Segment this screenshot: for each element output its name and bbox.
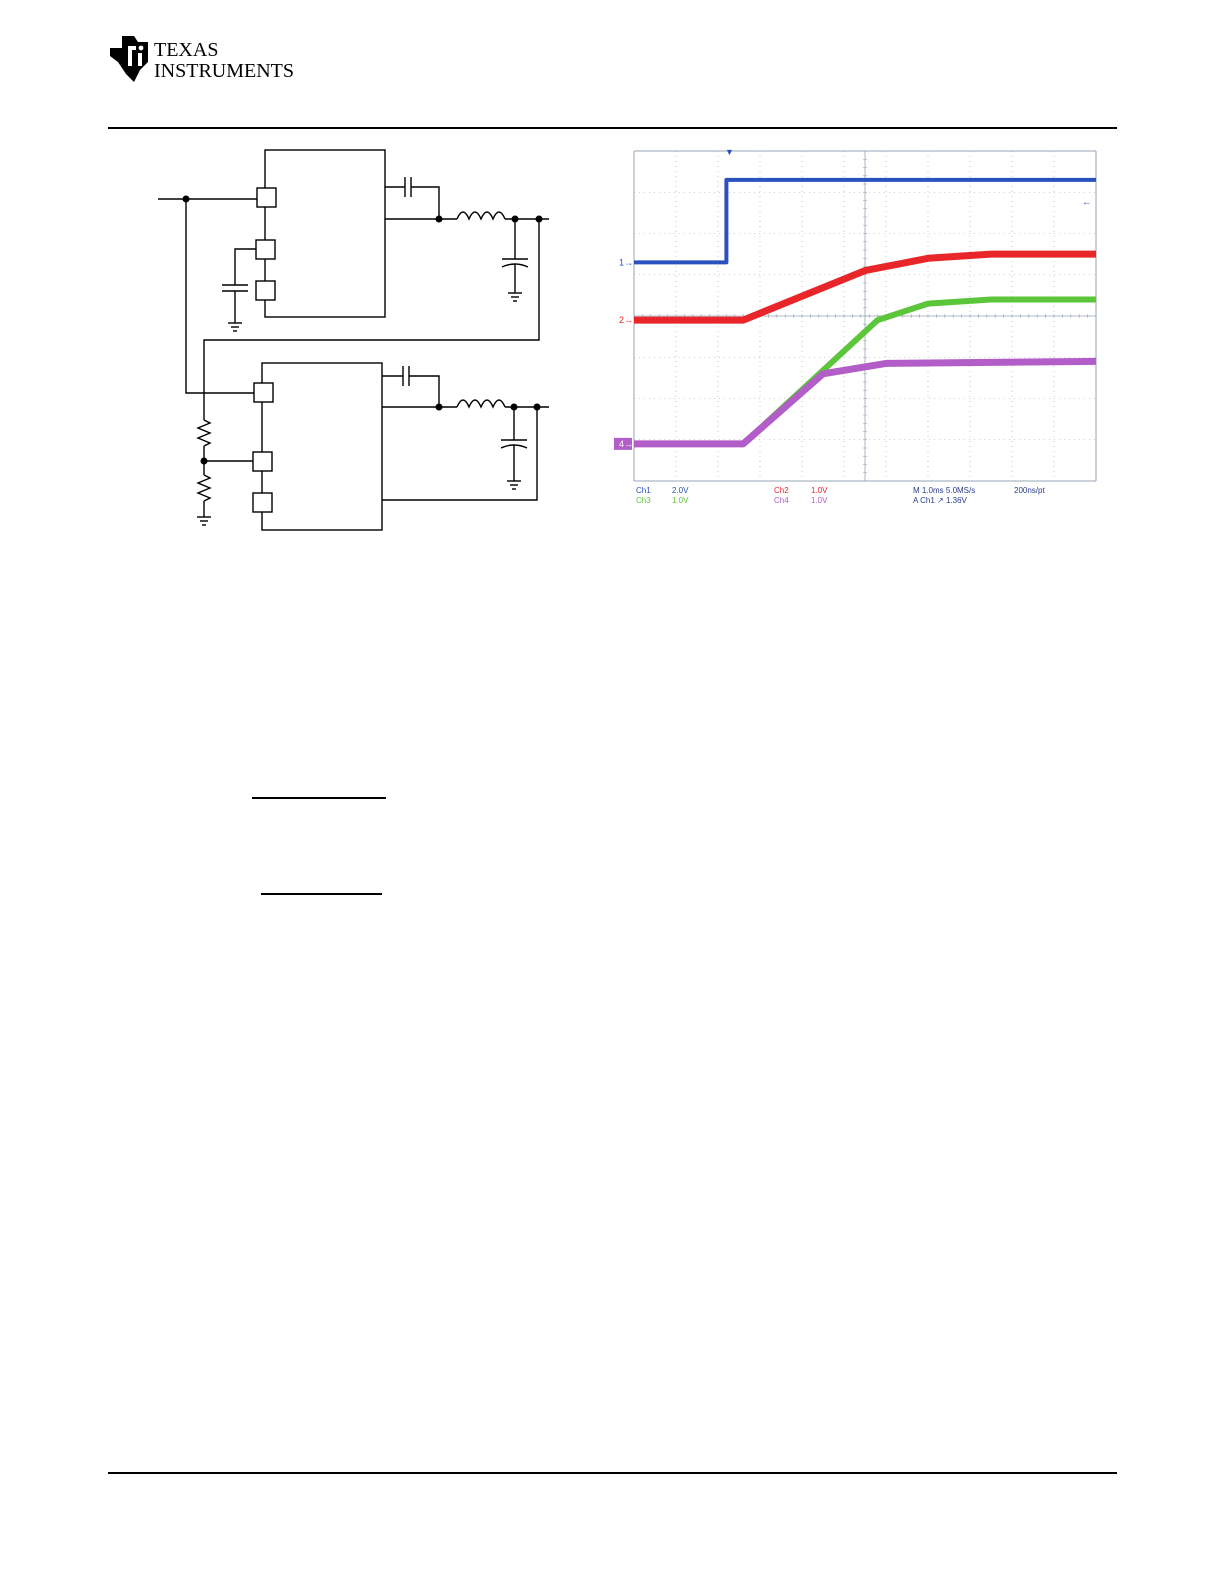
footer-rule (108, 1472, 1117, 1474)
logo-line-2: INSTRUMENTS (154, 60, 294, 82)
channel-marker-4: 4→ (614, 437, 633, 450)
pin-top-1 (256, 187, 277, 208)
readout-ch4-scale: 1.0V (811, 496, 828, 505)
ti-logo: TEXAS INSTRUMENTS (110, 36, 294, 82)
header-rule (108, 127, 1117, 129)
pin-top-3 (255, 280, 276, 301)
schematic-figure (158, 149, 549, 531)
readout-ch4-label: Ch4 (774, 496, 789, 505)
scope-grid (633, 150, 1097, 482)
readout-trigger: A Ch1 ↗ 1.36V (913, 496, 968, 505)
ic-bottom (261, 362, 383, 531)
channel-marker-1: 1→ (619, 257, 633, 267)
scope-readouts: Ch1 2.0V Ch3 1.0V Ch2 1.0V Ch4 1.0V M 1.… (636, 486, 1045, 505)
ti-logo-icon (110, 36, 148, 82)
scope-traces (634, 177, 1097, 448)
ic-top (264, 149, 386, 318)
fraction-bar-1 (252, 797, 386, 799)
svg-text:4→: 4→ (619, 439, 633, 449)
channel-marker-2: 2→ (619, 315, 633, 325)
readout-timebase: M 1.0ms 5.0MS/s (913, 486, 975, 495)
trace-ch4 (634, 357, 1097, 448)
readout-ch3-label: Ch3 (636, 496, 651, 505)
scope-capture: 1→ 2→ 4→ ▼ ← Ch1 2.0V Ch3 1.0V Ch2 1.0V Ch… (614, 147, 1111, 522)
readout-ch1-scale: 2.0V (672, 486, 689, 495)
pin-bot-2 (252, 451, 273, 472)
svg-text:1→: 1→ (619, 257, 633, 267)
trace-ch1 (634, 177, 1096, 265)
scope-markers: 1→ 2→ 4→ (614, 257, 633, 450)
readout-resolution: 200ns/pt (1014, 486, 1045, 495)
pin-top-2 (255, 239, 276, 260)
trace-ch2 (634, 250, 1096, 324)
fraction-bar-2 (261, 893, 382, 895)
readout-ch1-label: Ch1 (636, 486, 651, 495)
trigger-position-marker: ▼ (725, 147, 734, 157)
readout-ch2-label: Ch2 (774, 486, 789, 495)
pin-bot-3 (252, 492, 273, 513)
readout-ch3-scale: 1.0V (672, 496, 689, 505)
svg-text:2→: 2→ (619, 315, 633, 325)
trigger-level-marker: ← (1082, 197, 1092, 208)
readout-ch2-scale: 1.0V (811, 486, 828, 495)
logo-line-1: TEXAS (154, 39, 218, 61)
pin-bot-1 (253, 382, 274, 403)
